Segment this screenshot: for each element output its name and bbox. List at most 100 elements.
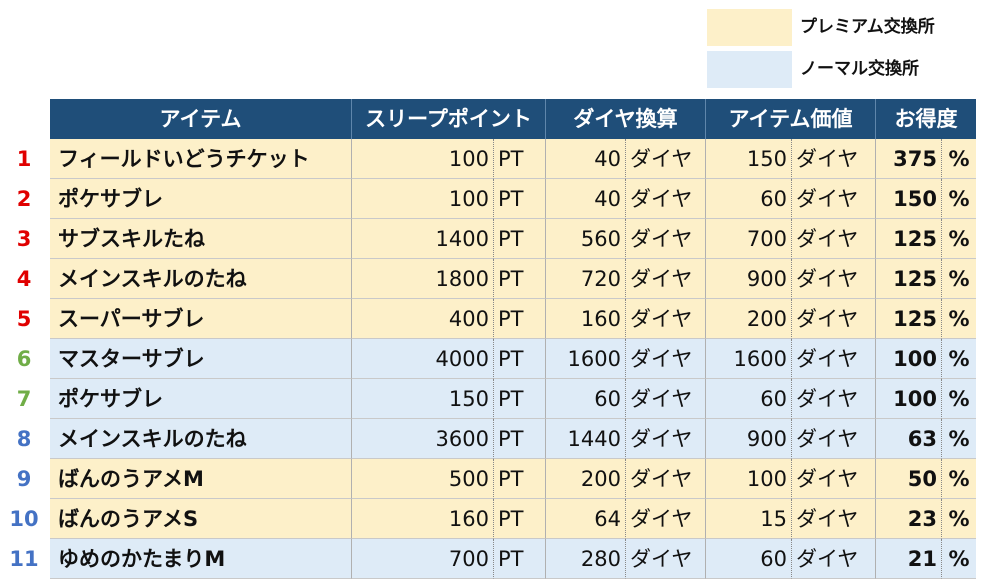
diamond-unit: ダイヤ <box>626 299 706 339</box>
item-value: 900 <box>706 259 792 299</box>
diamond-value: 560 <box>546 219 626 259</box>
rank-number: 11 <box>9 547 39 571</box>
ratio-percent: % <box>942 499 976 539</box>
item-value-unit: ダイヤ <box>792 379 876 419</box>
diamond-unit: ダイヤ <box>626 459 706 499</box>
ratio-percent: % <box>942 139 976 179</box>
table-row: 9 ばんのうアメM 500 PT 200 ダイヤ 100 ダイヤ 50% <box>17 459 976 499</box>
ratio-value: 125 <box>876 219 942 259</box>
diamond-unit: ダイヤ <box>626 259 706 299</box>
ratio-value: 63 <box>876 419 942 459</box>
diamond-value: 720 <box>546 259 626 299</box>
diamond-value: 200 <box>546 459 626 499</box>
sleep-point-value: 100 <box>352 139 494 179</box>
rank-number: 9 <box>16 467 32 491</box>
ratio-value: 375 <box>876 139 942 179</box>
table-row: 6 マスターサブレ 4000 PT 1600 ダイヤ 1600 ダイヤ 100% <box>17 339 976 379</box>
header-value: アイテム価値 <box>706 99 876 139</box>
header-item: アイテム <box>50 99 352 139</box>
item-value-unit: ダイヤ <box>792 419 876 459</box>
ratio-percent: % <box>942 259 976 299</box>
sleep-point-unit: PT <box>494 419 546 459</box>
diamond-unit: ダイヤ <box>626 139 706 179</box>
sleep-point-value: 700 <box>352 539 494 579</box>
legend-normal: ノーマル交換所 <box>707 51 977 88</box>
legend-premium-swatch <box>707 9 792 46</box>
ratio-value: 100 <box>876 379 942 419</box>
rank-number: 6 <box>16 347 32 371</box>
sleep-point-value: 1400 <box>352 219 494 259</box>
rank-number: 2 <box>16 187 32 211</box>
rank-number: 5 <box>16 307 32 331</box>
diamond-value: 40 <box>546 139 626 179</box>
ratio-value: 23 <box>876 499 942 539</box>
sleep-point-unit: PT <box>494 179 546 219</box>
diamond-value: 280 <box>546 539 626 579</box>
diamond-value: 1440 <box>546 419 626 459</box>
item-value: 700 <box>706 219 792 259</box>
ratio-percent: % <box>942 299 976 339</box>
sleep-point-value: 150 <box>352 379 494 419</box>
diamond-unit: ダイヤ <box>626 379 706 419</box>
header-ratio: お得度 <box>894 107 958 131</box>
item-name: ばんのうアメM <box>50 459 352 499</box>
item-name: フィールドいどうチケット <box>50 139 352 179</box>
ratio-percent: % <box>942 419 976 459</box>
diamond-value: 64 <box>546 499 626 539</box>
sleep-point-value: 4000 <box>352 339 494 379</box>
ratio-value: 125 <box>876 299 942 339</box>
item-value: 200 <box>706 299 792 339</box>
diamond-unit: ダイヤ <box>626 219 706 259</box>
exchange-table: アイテム スリープポイント ダイヤ換算 アイテム価値 お得度 1 フィールドいどう… <box>9 99 976 579</box>
sleep-point-unit: PT <box>494 379 546 419</box>
ratio-percent: % <box>942 219 976 259</box>
table-row: 3 サブスキルたね 1400 PT 560 ダイヤ 700 ダイヤ 125% <box>17 219 976 259</box>
table-row: 11 ゆめのかたまりM 700 PT 280 ダイヤ 60 ダイヤ 21% <box>9 539 976 579</box>
diamond-value: 40 <box>546 179 626 219</box>
item-name: ポケサブレ <box>50 179 352 219</box>
legend-premium: プレミアム交換所 <box>707 9 977 46</box>
rank-number: 3 <box>16 227 32 251</box>
table-row: 8 メインスキルのたね 3600 PT 1440 ダイヤ 900 ダイヤ 63% <box>17 419 976 459</box>
diamond-unit: ダイヤ <box>626 339 706 379</box>
item-name: スーパーサブレ <box>50 299 352 339</box>
table-row: 10 ばんのうアメS 160 PT 64 ダイヤ 15 ダイヤ 23% <box>9 499 976 539</box>
sleep-point-value: 400 <box>352 299 494 339</box>
item-name: ゆめのかたまりM <box>50 539 352 579</box>
ratio-value: 125 <box>876 259 942 299</box>
item-value: 150 <box>706 139 792 179</box>
diamond-unit: ダイヤ <box>626 539 706 579</box>
sleep-point-unit: PT <box>494 259 546 299</box>
sleep-point-unit: PT <box>494 339 546 379</box>
legend-normal-label: ノーマル交換所 <box>800 59 919 79</box>
item-value: 15 <box>706 499 792 539</box>
item-value-unit: ダイヤ <box>792 219 876 259</box>
table-body: 1 フィールドいどうチケット 100 PT 40 ダイヤ 150 ダイヤ 375% 2 ポケサブレ 1… <box>9 139 976 579</box>
diamond-unit: ダイヤ <box>626 499 706 539</box>
ratio-value: 50 <box>876 459 942 499</box>
item-value-unit: ダイヤ <box>792 539 876 579</box>
item-value: 60 <box>706 179 792 219</box>
diamond-value: 1600 <box>546 339 626 379</box>
ratio-value: 21 <box>876 539 942 579</box>
table-row: 5 スーパーサブレ 400 PT 160 ダイヤ 200 ダイヤ 125% <box>17 299 976 339</box>
table-row: 7 ポケサブレ 150 PT 60 ダイヤ 60 ダイヤ 100% <box>17 379 976 419</box>
item-name: ポケサブレ <box>50 379 352 419</box>
item-name: ばんのうアメS <box>50 499 352 539</box>
item-name: サブスキルたね <box>50 219 352 259</box>
sleep-point-unit: PT <box>494 499 546 539</box>
sleep-point-unit: PT <box>494 139 546 179</box>
table-header: アイテム スリープポイント ダイヤ換算 アイテム価値 お得度 <box>50 99 976 139</box>
header-diamond: ダイヤ換算 <box>546 99 706 139</box>
sleep-point-unit: PT <box>494 299 546 339</box>
rank-number: 7 <box>16 387 32 411</box>
item-value-unit: ダイヤ <box>792 299 876 339</box>
sleep-point-value: 160 <box>352 499 494 539</box>
sleep-point-unit: PT <box>494 539 546 579</box>
item-value-unit: ダイヤ <box>792 259 876 299</box>
table-row: 4 メインスキルのたね 1800 PT 720 ダイヤ 900 ダイヤ 125% <box>17 259 976 299</box>
diamond-unit: ダイヤ <box>626 179 706 219</box>
item-name: メインスキルのたね <box>50 259 352 299</box>
sleep-point-value: 3600 <box>352 419 494 459</box>
rank-number: 1 <box>16 147 32 171</box>
